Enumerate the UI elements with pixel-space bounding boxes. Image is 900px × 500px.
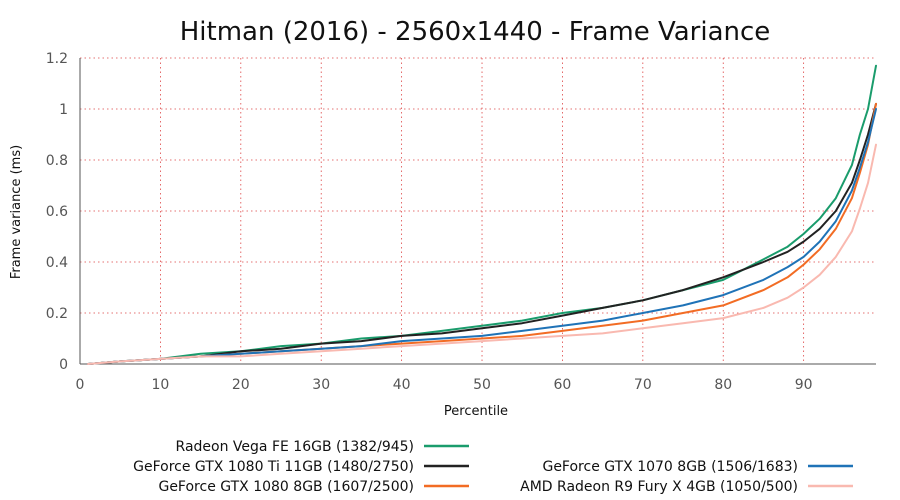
series-line-4 bbox=[87, 108, 877, 365]
y-tick-label: 0.2 bbox=[46, 306, 68, 322]
y-tick-label: 1 bbox=[59, 102, 68, 118]
x-tick-label: 20 bbox=[232, 377, 250, 393]
x-tick-label: 60 bbox=[554, 377, 572, 393]
legend-label-5: AMD Radeon R9 Fury X 4GB (1050/500) bbox=[520, 479, 798, 495]
x-tick-label: 10 bbox=[151, 377, 169, 393]
tick-labels: 0 10 20 30 40 50 60 70 80 90 0 0.2 0.4 0.6 0.8 1 1.2 bbox=[46, 51, 813, 393]
y-tick-label: 0.8 bbox=[46, 153, 68, 169]
legend-label-2: GeForce GTX 1080 Ti 11GB (1480/2750) bbox=[133, 459, 414, 475]
legend-label-1: Radeon Vega FE 16GB (1382/945) bbox=[176, 439, 414, 455]
series-line-2 bbox=[87, 102, 877, 365]
chart-title: Hitman (2016) - 2560x1440 - Frame Varian… bbox=[180, 17, 771, 47]
series-line-5 bbox=[87, 143, 877, 365]
y-tick-label: 0 bbox=[59, 357, 68, 373]
axes bbox=[79, 58, 876, 365]
x-tick-label: 30 bbox=[312, 377, 330, 393]
x-tick-label: 90 bbox=[795, 377, 813, 393]
y-axis-label: Frame variance (ms) bbox=[9, 145, 24, 279]
x-tick-label: 80 bbox=[714, 377, 732, 393]
y-tick-label: 0.6 bbox=[46, 204, 68, 220]
legend-label-3: GeForce GTX 1080 8GB (1607/2500) bbox=[158, 479, 414, 495]
x-tick-label: 70 bbox=[634, 377, 652, 393]
grid bbox=[80, 57, 876, 364]
y-tick-label: 1.2 bbox=[46, 51, 68, 67]
x-axis-label: Percentile bbox=[444, 404, 508, 419]
y-tick-label: 0.4 bbox=[46, 255, 68, 271]
legend: Radeon Vega FE 16GB (1382/945) GeForce GT… bbox=[133, 439, 853, 495]
x-tick-label: 40 bbox=[393, 377, 411, 393]
series-lines bbox=[87, 64, 877, 365]
x-tick-label: 0 bbox=[76, 377, 85, 393]
legend-label-4: GeForce GTX 1070 8GB (1506/1683) bbox=[542, 459, 798, 475]
x-tick-label: 50 bbox=[473, 377, 491, 393]
